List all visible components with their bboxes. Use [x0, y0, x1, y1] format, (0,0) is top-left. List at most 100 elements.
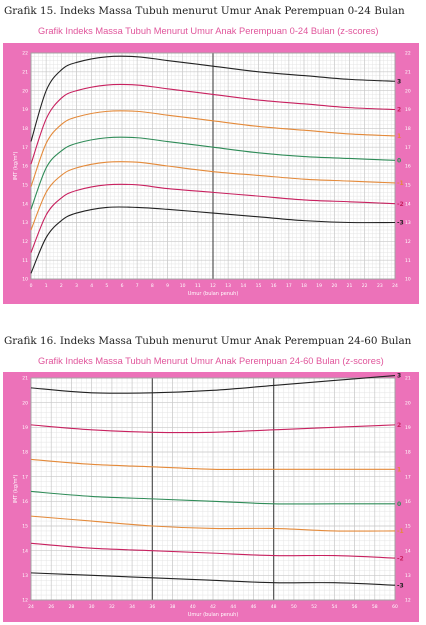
x-tick-label: 58 — [372, 604, 378, 610]
zscore-curve-3 — [30, 55, 396, 142]
y-tick-label-right: 19 — [405, 425, 411, 431]
x-tick-label: 40 — [190, 604, 196, 610]
x-tick-label: 38 — [170, 604, 176, 610]
y-tick-label-left: 20 — [22, 88, 28, 94]
zscore-label--3: -3 — [397, 220, 404, 227]
x-tick-label: 56 — [352, 604, 358, 610]
x-tick-label: 20 — [331, 283, 337, 289]
y-tick-label-left: 21 — [22, 69, 28, 75]
x-tick-label: 3 — [75, 283, 78, 289]
chart-16-panel: 24 26 28 30 32 34 36 38 40 42 44 46 48 50 52 54 56 58 60 12… — [3, 372, 419, 622]
x-tick-label: 52 — [311, 604, 317, 610]
y-tick-label-right: 14 — [405, 548, 411, 554]
x-tick-label: 26 — [48, 604, 54, 610]
y-tick-label-right: 17 — [405, 145, 411, 151]
y-tick-label-right: 19 — [405, 107, 411, 113]
zscore-label-3: 3 — [397, 373, 401, 380]
x-tick-label: 44 — [230, 604, 236, 610]
zscore-curve-2 — [30, 424, 396, 434]
x-tick-label: 23 — [377, 283, 383, 289]
y-tick-label-right: 15 — [405, 182, 411, 188]
y-tick-label-right: 16 — [405, 164, 411, 170]
x-tick-label: 10 — [180, 283, 186, 289]
y-tick-label-left: 19 — [22, 107, 28, 113]
y-tick-label-left: 15 — [22, 182, 28, 188]
x-tick-label: 18 — [301, 283, 307, 289]
x-tick-label: 50 — [291, 604, 297, 610]
x-tick-label: 46 — [251, 604, 257, 610]
x-tick-label: 8 — [151, 283, 154, 289]
x-tick-label: 13 — [225, 283, 231, 289]
zscore-curve--3 — [30, 206, 396, 274]
chart-16-title: Grafik Indeks Massa Tubuh Menurut Umur A… — [38, 356, 384, 366]
y-tick-label-right: 13 — [405, 573, 411, 579]
zscore-curve-0 — [30, 490, 396, 505]
zscore-label-1: 1 — [397, 466, 401, 473]
x-tick-label: 21 — [347, 283, 353, 289]
x-tick-label: 5 — [105, 283, 108, 289]
figure-16-caption: Grafik 16. Indeks Massa Tubuh menurut Um… — [4, 335, 412, 347]
y-tick-label-left: 10 — [22, 277, 28, 283]
x-tick-label: 15 — [256, 283, 262, 289]
x-tick-label: 17 — [286, 283, 292, 289]
bmi-chart-0-24-months: 0 1 2 3 4 5 6 7 8 9 10 11 12 13 14 15 16 17 18 19 20 21 22 23 24… — [3, 43, 419, 304]
y-tick-label-left: 15 — [22, 524, 28, 530]
y-tick-label-right: 20 — [405, 400, 411, 406]
y-tick-label-right: 10 — [405, 277, 411, 283]
x-tick-label: 12 — [210, 283, 216, 289]
zscore-curve-2 — [30, 83, 396, 165]
zscore-label-2: 2 — [397, 107, 401, 114]
x-tick-label: 2 — [60, 283, 63, 289]
zscore-curve-1 — [30, 458, 395, 471]
x-tick-label: 19 — [316, 283, 322, 289]
y-tick-label-left: 11 — [22, 258, 28, 264]
x-tick-label: 60 — [392, 604, 398, 610]
y-tick-label-left: 14 — [22, 201, 28, 207]
x-tick-label: 34 — [129, 604, 135, 610]
plot-border — [30, 52, 396, 280]
y-axis-label: IMT (kg/m²) — [13, 474, 19, 503]
x-tick-label: 24 — [28, 604, 34, 610]
y-tick-label-left: 17 — [22, 145, 28, 151]
y-tick-label-right: 16 — [405, 499, 411, 505]
y-tick-label-left: 18 — [22, 450, 28, 456]
y-tick-label-left: 19 — [22, 425, 28, 431]
y-tick-label-right: 22 — [405, 51, 411, 57]
y-tick-label-right: 18 — [405, 450, 411, 456]
y-tick-label-right: 12 — [405, 598, 411, 604]
zscore-curve--2 — [30, 542, 396, 559]
zscore-label-2: 2 — [397, 422, 401, 429]
zscore-label-3: 3 — [397, 78, 401, 85]
y-tick-label-right: 18 — [405, 126, 411, 132]
zscore-label-0: 0 — [397, 158, 401, 165]
y-tick-label-left: 18 — [22, 126, 28, 132]
zscore-label-1: 1 — [397, 133, 401, 140]
zscore-curve--1 — [30, 161, 396, 231]
y-tick-label-left: 16 — [22, 164, 28, 170]
figure-15-caption: Grafik 15. Indeks Massa Tubuh menurut Um… — [4, 5, 405, 17]
x-tick-label: 6 — [121, 283, 124, 289]
y-tick-label-right: 15 — [405, 524, 411, 530]
y-tick-label-right: 12 — [405, 239, 411, 245]
x-tick-label: 32 — [109, 604, 115, 610]
y-tick-label-right: 17 — [405, 474, 411, 480]
y-tick-label-left: 12 — [22, 239, 28, 245]
y-tick-label-left: 13 — [22, 573, 28, 579]
x-tick-label: 11 — [195, 283, 201, 289]
y-tick-label-left: 14 — [22, 548, 28, 554]
x-axis-label: Umur (bulan penuh) — [188, 612, 239, 618]
zscore-label--1: -1 — [397, 528, 404, 535]
y-tick-label-right: 21 — [405, 69, 411, 75]
chart-15-title: Grafik Indeks Massa Tubuh Menurut Umur A… — [38, 26, 379, 36]
zscore-label-0: 0 — [397, 501, 401, 508]
zscore-curve--3 — [30, 572, 396, 586]
zscore-curve--2 — [30, 183, 396, 253]
y-tick-label-left: 13 — [22, 220, 28, 226]
zscore-label--2: -2 — [397, 201, 404, 208]
x-tick-label: 24 — [392, 283, 398, 289]
zscore-label--3: -3 — [397, 582, 404, 589]
zscore-curve-1 — [30, 110, 396, 187]
x-tick-label: 1 — [45, 283, 48, 289]
x-tick-label: 36 — [149, 604, 155, 610]
x-tick-label: 48 — [271, 604, 277, 610]
